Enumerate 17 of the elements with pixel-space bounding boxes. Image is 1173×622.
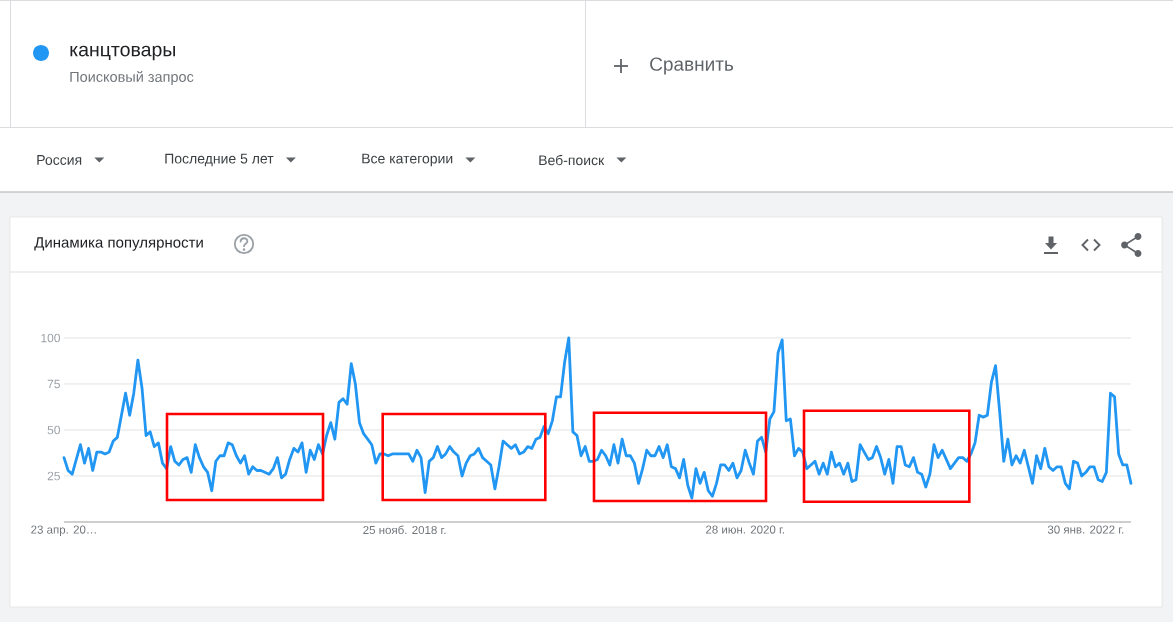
text: Веб-поиск [539,154,605,166]
x-tick-label: 28 июн. 2020 г. [706,525,784,534]
x-tick-label: 23 апр. 20… [31,525,96,536]
text: Поисковый запрос [70,71,194,85]
text: Последние 5 лет [165,153,274,167]
y-tick-label: 50 [47,425,60,435]
y-tick-label: 100 [41,333,60,343]
chart-title: Динамика популярности [34,237,203,251]
text: Сравнить [650,57,734,75]
y-tick-label: 75 [47,379,60,389]
y-tick-label: 25 [47,471,60,481]
text: Россия [37,155,82,165]
text: Все категории [362,153,453,167]
x-tick-label: 25 нояб. 2018 г. [363,525,446,535]
x-tick-label: 30 янв. 2022 г. [1047,525,1124,534]
line-series [62,336,1133,500]
legend-label: канцтовары [70,45,175,61]
